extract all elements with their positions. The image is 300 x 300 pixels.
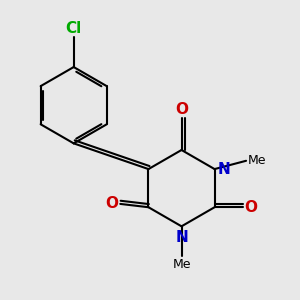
Text: N: N [217,162,230,177]
Text: Cl: Cl [66,21,82,36]
Text: Me: Me [172,257,191,271]
Text: Me: Me [248,154,266,167]
Text: O: O [244,200,257,215]
Text: N: N [175,230,188,244]
Text: O: O [106,196,118,211]
Text: O: O [175,102,188,117]
